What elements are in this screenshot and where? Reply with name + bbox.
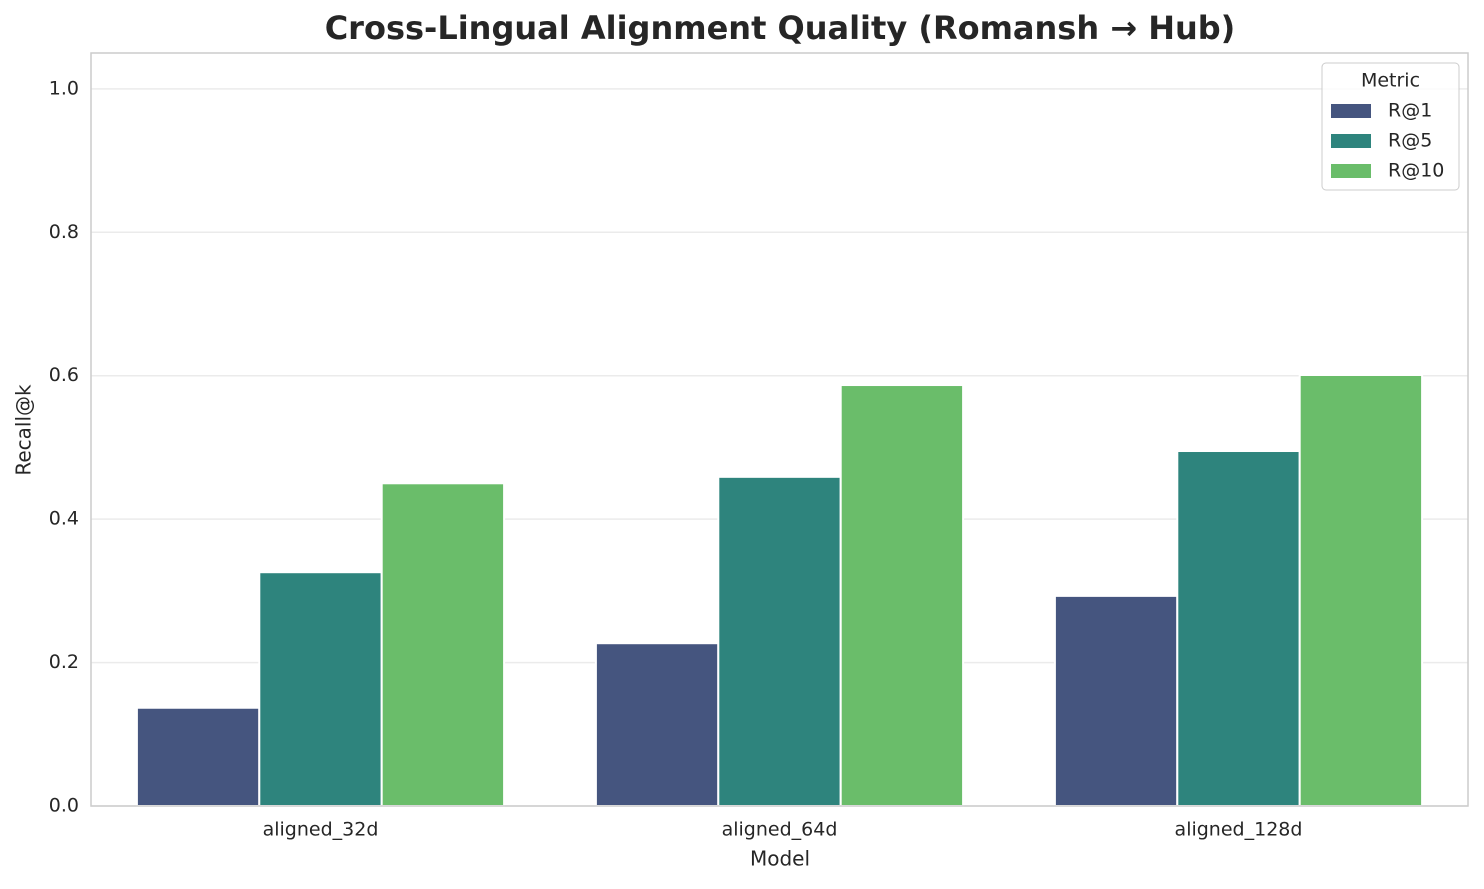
y-axis-label: Recall@k <box>12 384 36 476</box>
legend-swatch <box>1331 104 1371 118</box>
bar <box>839 384 965 807</box>
legend-label: R@10 <box>1388 160 1444 182</box>
legend-swatch <box>1331 134 1371 148</box>
legend-label: R@5 <box>1388 130 1432 152</box>
y-tick-label: 0.0 <box>49 795 79 817</box>
bar <box>380 482 506 807</box>
legend-box <box>1321 62 1460 191</box>
y-tick-label: 0.2 <box>49 651 79 673</box>
chart-title: Cross-Lingual Alignment Quality (Romansh… <box>325 9 1236 47</box>
x-tick-label: aligned_128d <box>1175 819 1303 841</box>
bar <box>258 571 383 807</box>
plot-frame <box>90 52 1469 807</box>
legend-title: Metric <box>1361 70 1420 92</box>
x-tick-label: aligned_32d <box>263 819 379 841</box>
bar <box>1053 594 1179 807</box>
y-tick-label: 0.4 <box>49 508 79 530</box>
y-tick-label: 0.6 <box>49 364 79 386</box>
y-tick-label: 0.8 <box>49 221 79 243</box>
bar <box>594 642 720 807</box>
bar <box>135 706 261 807</box>
bar <box>1298 373 1424 807</box>
legend-label: R@1 <box>1388 100 1432 122</box>
x-axis-label: Model <box>750 847 810 871</box>
bar <box>717 475 842 807</box>
x-tick-label: aligned_64d <box>722 819 838 841</box>
y-tick-label: 1.0 <box>49 77 79 99</box>
bar <box>1176 450 1301 807</box>
legend-swatch <box>1331 164 1371 178</box>
